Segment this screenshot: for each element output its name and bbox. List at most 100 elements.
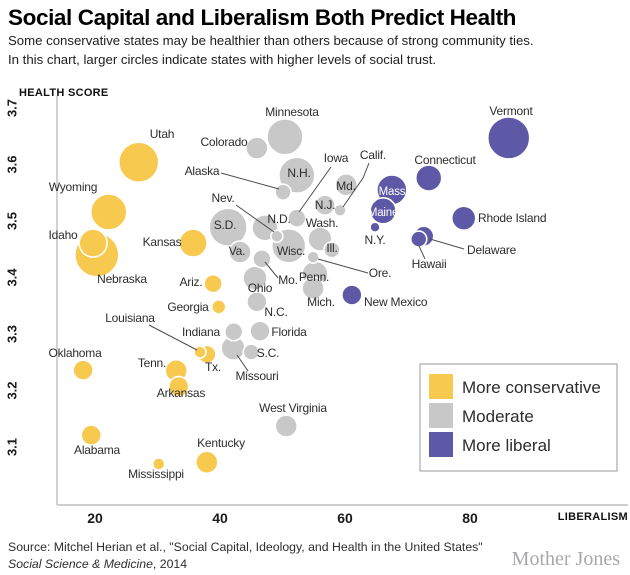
bubble-north-carolina (246, 290, 268, 313)
label-alaska: Alaska (185, 164, 220, 178)
label-indiana: Indiana (182, 325, 220, 339)
label-south-dakota: S.D. (214, 218, 237, 232)
label-vermont: Vermont (489, 104, 533, 118)
x-axis-title: LIBERALISM (558, 511, 628, 523)
label-idaho: Idaho (48, 228, 78, 242)
label-arkansas: Arkansas (157, 386, 206, 400)
label-georgia: Georgia (167, 300, 209, 314)
y-tick-3-5: 3.5 (5, 212, 20, 230)
label-missouri-abbr: Mo. (278, 273, 297, 287)
chart-content: 20 40 60 80 3.7 3.6 3.5 3.4 3.3 3.2 3.1 Utah Wyoming… (5, 99, 601, 526)
label-nevada: Nev. (212, 191, 235, 205)
label-wisconsin: Wisc. (277, 244, 305, 258)
bubble-idaho (78, 228, 108, 258)
label-south-carolina: S.C. (257, 346, 280, 360)
label-wyoming: Wyoming (49, 180, 98, 194)
bubble-new-hampshire (278, 156, 316, 195)
bubble-kentucky (195, 450, 219, 475)
leader-hawaii (418, 245, 426, 260)
y-tick-3-7: 3.7 (5, 99, 20, 117)
label-minnesota: Minnesota (265, 105, 319, 119)
bubble-alabama (80, 424, 103, 446)
label-north-carolina: N.C. (264, 305, 287, 319)
y-axis-title: HEALTH SCORE (19, 87, 109, 99)
bubble-michigan (301, 276, 325, 301)
bubble-arizona (203, 273, 223, 294)
bubble-california (333, 203, 347, 218)
bubble-south-carolina (242, 343, 261, 361)
leader-louisiana (148, 324, 198, 351)
leader-iowa (298, 166, 332, 213)
bubble-minnesota (266, 118, 304, 156)
label-maine: Maine (368, 207, 398, 219)
y-tick-3-1: 3.1 (5, 438, 20, 456)
label-missouri: Missouri (235, 369, 278, 383)
subtitle-line-1: Some conservative states may be healthie… (8, 33, 534, 48)
label-kansas: Kansas (143, 235, 182, 249)
bubble-nevada (270, 229, 284, 244)
bubble-mississippi (151, 457, 166, 471)
label-oklahoma: Oklahoma (48, 346, 102, 360)
bubble-new-jersey (314, 194, 336, 216)
bubble-ohio (242, 265, 268, 291)
label-maryland: Md. (336, 179, 355, 193)
mother-jones-logo: Mother Jones (511, 548, 620, 570)
label-kentucky: Kentucky (197, 436, 245, 450)
label-oregon: Ore. (369, 266, 392, 280)
bubble-illinois (323, 241, 341, 259)
label-new-hampshire: N.H. (287, 166, 310, 180)
label-massachusetts: Mass (379, 186, 406, 198)
label-texas: Tx. (205, 360, 221, 374)
label-nebraska: Nebraska (97, 272, 147, 286)
bubble-wyoming (89, 193, 128, 231)
bubble-alaska (274, 183, 292, 201)
source-line-1: Source: Mitchel Herian et al., "Social C… (8, 540, 483, 554)
label-illinois: Ill. (326, 241, 337, 255)
label-colorado: Colorado (200, 135, 248, 149)
bubble-connecticut (414, 164, 443, 192)
leader-delaware (429, 238, 465, 250)
x-tick-80: 80 (462, 510, 478, 526)
label-hawaii: Hawaii (412, 257, 447, 271)
leader-missouri-abbr (264, 261, 279, 279)
bubble-colorado (245, 136, 269, 160)
bubble-georgia (210, 299, 227, 315)
label-pennsylvania: Penn. (299, 270, 329, 284)
bubble-west-virginia (274, 414, 299, 438)
label-michigan: Mich. (307, 295, 335, 309)
label-new-jersey: N.J. (315, 198, 336, 212)
bubble-utah (117, 141, 160, 184)
label-virginia: Va. (229, 244, 246, 258)
bubble-louisiana (193, 345, 207, 359)
bubble-oklahoma (72, 359, 94, 381)
source-journal: Social Science & Medicine (8, 557, 153, 571)
label-utah: Utah (150, 127, 175, 141)
label-north-dakota: N.D. (267, 212, 290, 226)
leader-oregon (317, 258, 369, 274)
bubble-iowa (287, 208, 307, 228)
y-tick-3-4: 3.4 (5, 268, 20, 287)
bubble-maine (369, 197, 397, 225)
label-new-york: N.Y. (365, 233, 386, 247)
label-west-virginia: West Virginia (259, 401, 327, 415)
x-tick-60: 60 (337, 510, 353, 526)
label-rhode-island: Rhode Island (478, 211, 546, 225)
leader-california (342, 162, 370, 208)
bubble-indiana (223, 321, 244, 342)
bubble-south-dakota (208, 207, 248, 248)
x-tick-40: 40 (212, 510, 228, 526)
bubble-virginia (228, 240, 252, 264)
y-tick-3-6: 3.6 (5, 155, 20, 173)
leader-alaska (220, 172, 280, 190)
label-louisiana: Louisiana (105, 311, 155, 325)
label-delaware: Delaware (467, 243, 517, 257)
y-tick-3-2: 3.2 (5, 381, 20, 399)
label-tennessee: Tenn. (138, 356, 166, 370)
bubble-kansas (178, 228, 208, 258)
label-alabama: Alabama (74, 443, 120, 457)
label-mississippi: Mississippi (128, 467, 184, 481)
label-california: Calif. (360, 148, 386, 162)
legend-swatch-conservative (429, 374, 453, 399)
label-ohio: Ohio (248, 281, 273, 295)
